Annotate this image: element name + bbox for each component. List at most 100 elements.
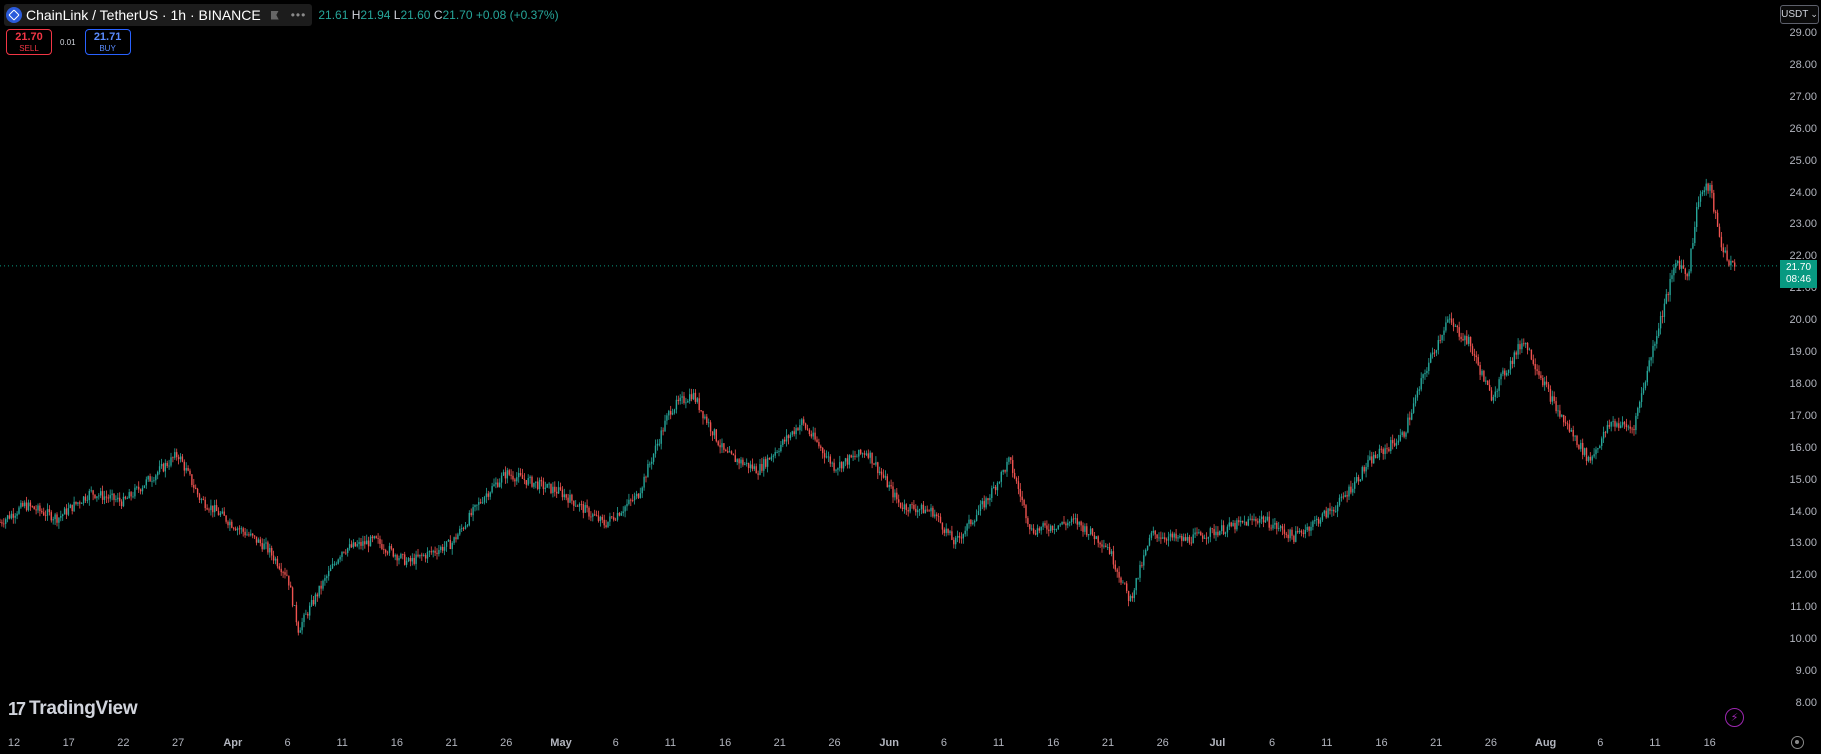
candle-body [466,525,469,527]
more-options-icon[interactable]: ••• [290,8,307,22]
candle-body [1008,457,1010,462]
candle-body [1251,518,1253,521]
candle-body [696,398,698,402]
candle-body [46,509,49,516]
candle-body [295,605,298,623]
candle-body [1143,555,1145,566]
time-axis-label: 22 [117,737,130,749]
candle-body [1215,531,1217,536]
price-axis-label: 14.00 [1789,505,1817,518]
candle-body [115,499,117,501]
candle-body [328,570,330,577]
candle-body [561,489,564,498]
candle-body [94,494,96,499]
candle-body [364,541,366,545]
candle-body [1551,396,1553,402]
candle-body [259,539,261,544]
candle-body [360,541,362,546]
candle-body [1682,265,1685,269]
candle-body [1576,435,1578,446]
candle-body [65,508,68,515]
candle-body [187,467,189,471]
candle-body [829,456,831,464]
candle-body [453,537,455,543]
candle-body [1411,412,1413,420]
candle-body [404,554,406,565]
candle-body [0,522,1,523]
candle-body [884,476,887,478]
candle-body [1363,467,1365,472]
candle-body [1103,545,1105,547]
candle-body [1076,518,1078,525]
candle-body [134,487,136,497]
candle-body [461,528,463,530]
candle-body [227,521,229,526]
symbol-selector[interactable]: ChainLink / TetherUS · 1h · BINANCE ••• [4,4,313,26]
candle-body [1684,268,1686,274]
candle-body [244,531,246,536]
candle-body [658,443,660,445]
candle-body [1120,577,1122,583]
candle-body [860,449,862,454]
candle-body [398,558,400,561]
flag-icon[interactable] [270,10,279,20]
candle-body [54,514,56,520]
candle-body [347,548,349,553]
candle-body [1139,564,1141,578]
candle-body [772,455,774,457]
candle-body [1449,318,1451,320]
candle-body [1388,448,1390,452]
candle-body [1164,537,1166,540]
candle-body [1642,388,1645,394]
tradingview-logo-text: TradingView [29,698,138,719]
sell-label: SELL [19,44,39,53]
gear-icon[interactable] [1791,736,1804,749]
candle-body [1196,532,1198,534]
candle-body [637,493,640,498]
buy-button[interactable]: 21.71 BUY [84,29,131,55]
flash-icon[interactable]: ⚡ [1725,708,1744,727]
candle-body [1198,532,1200,534]
candle-body [801,419,803,426]
candle-body [1289,529,1291,539]
candle-body [1183,537,1185,541]
candle-body [1373,454,1375,464]
candle-body [1127,590,1130,602]
candle-body [1694,226,1696,244]
candle-body [763,459,765,471]
candle-body [271,548,273,556]
candle-body [618,512,621,516]
candle-body [386,552,389,554]
sell-button[interactable]: 21.70 SELL [6,29,52,55]
candle-body [1050,525,1052,532]
candle-body [1070,518,1073,522]
candle-body [1462,338,1464,341]
candle-body [1656,336,1658,344]
candle-body [1238,520,1240,523]
candle-body [785,435,788,442]
time-axis[interactable]: 12 17 22 27 Apr 6 11 16 21 26 May 6 11 16 21 26 Jun 6 11 16… [0,734,1780,754]
candle-body [518,473,520,478]
candle-body [1186,536,1189,541]
candle-body [155,475,157,481]
price-axis[interactable]: 29.00 28.00 27.00 26.00 25.00 24.00 23.00 22.00… [1780,0,1821,734]
candle-body [554,486,556,492]
candle-body [535,481,537,483]
candle-body [1639,401,1641,409]
candle-body [896,492,898,500]
candle-body [1481,370,1483,375]
candle-body [1004,470,1006,472]
candle-body [1097,536,1099,543]
candle-body [1032,528,1035,534]
candle-body [854,455,856,458]
tradingview-logo[interactable]: 17 TradingView [8,698,138,720]
candle-body [698,398,700,411]
candle-body [1091,528,1094,536]
price-chart[interactable] [0,0,1780,734]
candle-body [1260,516,1263,519]
candle-body [497,482,499,487]
price-axis-label: 20.00 [1789,314,1817,327]
candle-body [1095,536,1097,540]
currency-selector[interactable]: USDT ⌄ [1780,5,1819,24]
bar-countdown: 08:46 [1785,274,1812,285]
